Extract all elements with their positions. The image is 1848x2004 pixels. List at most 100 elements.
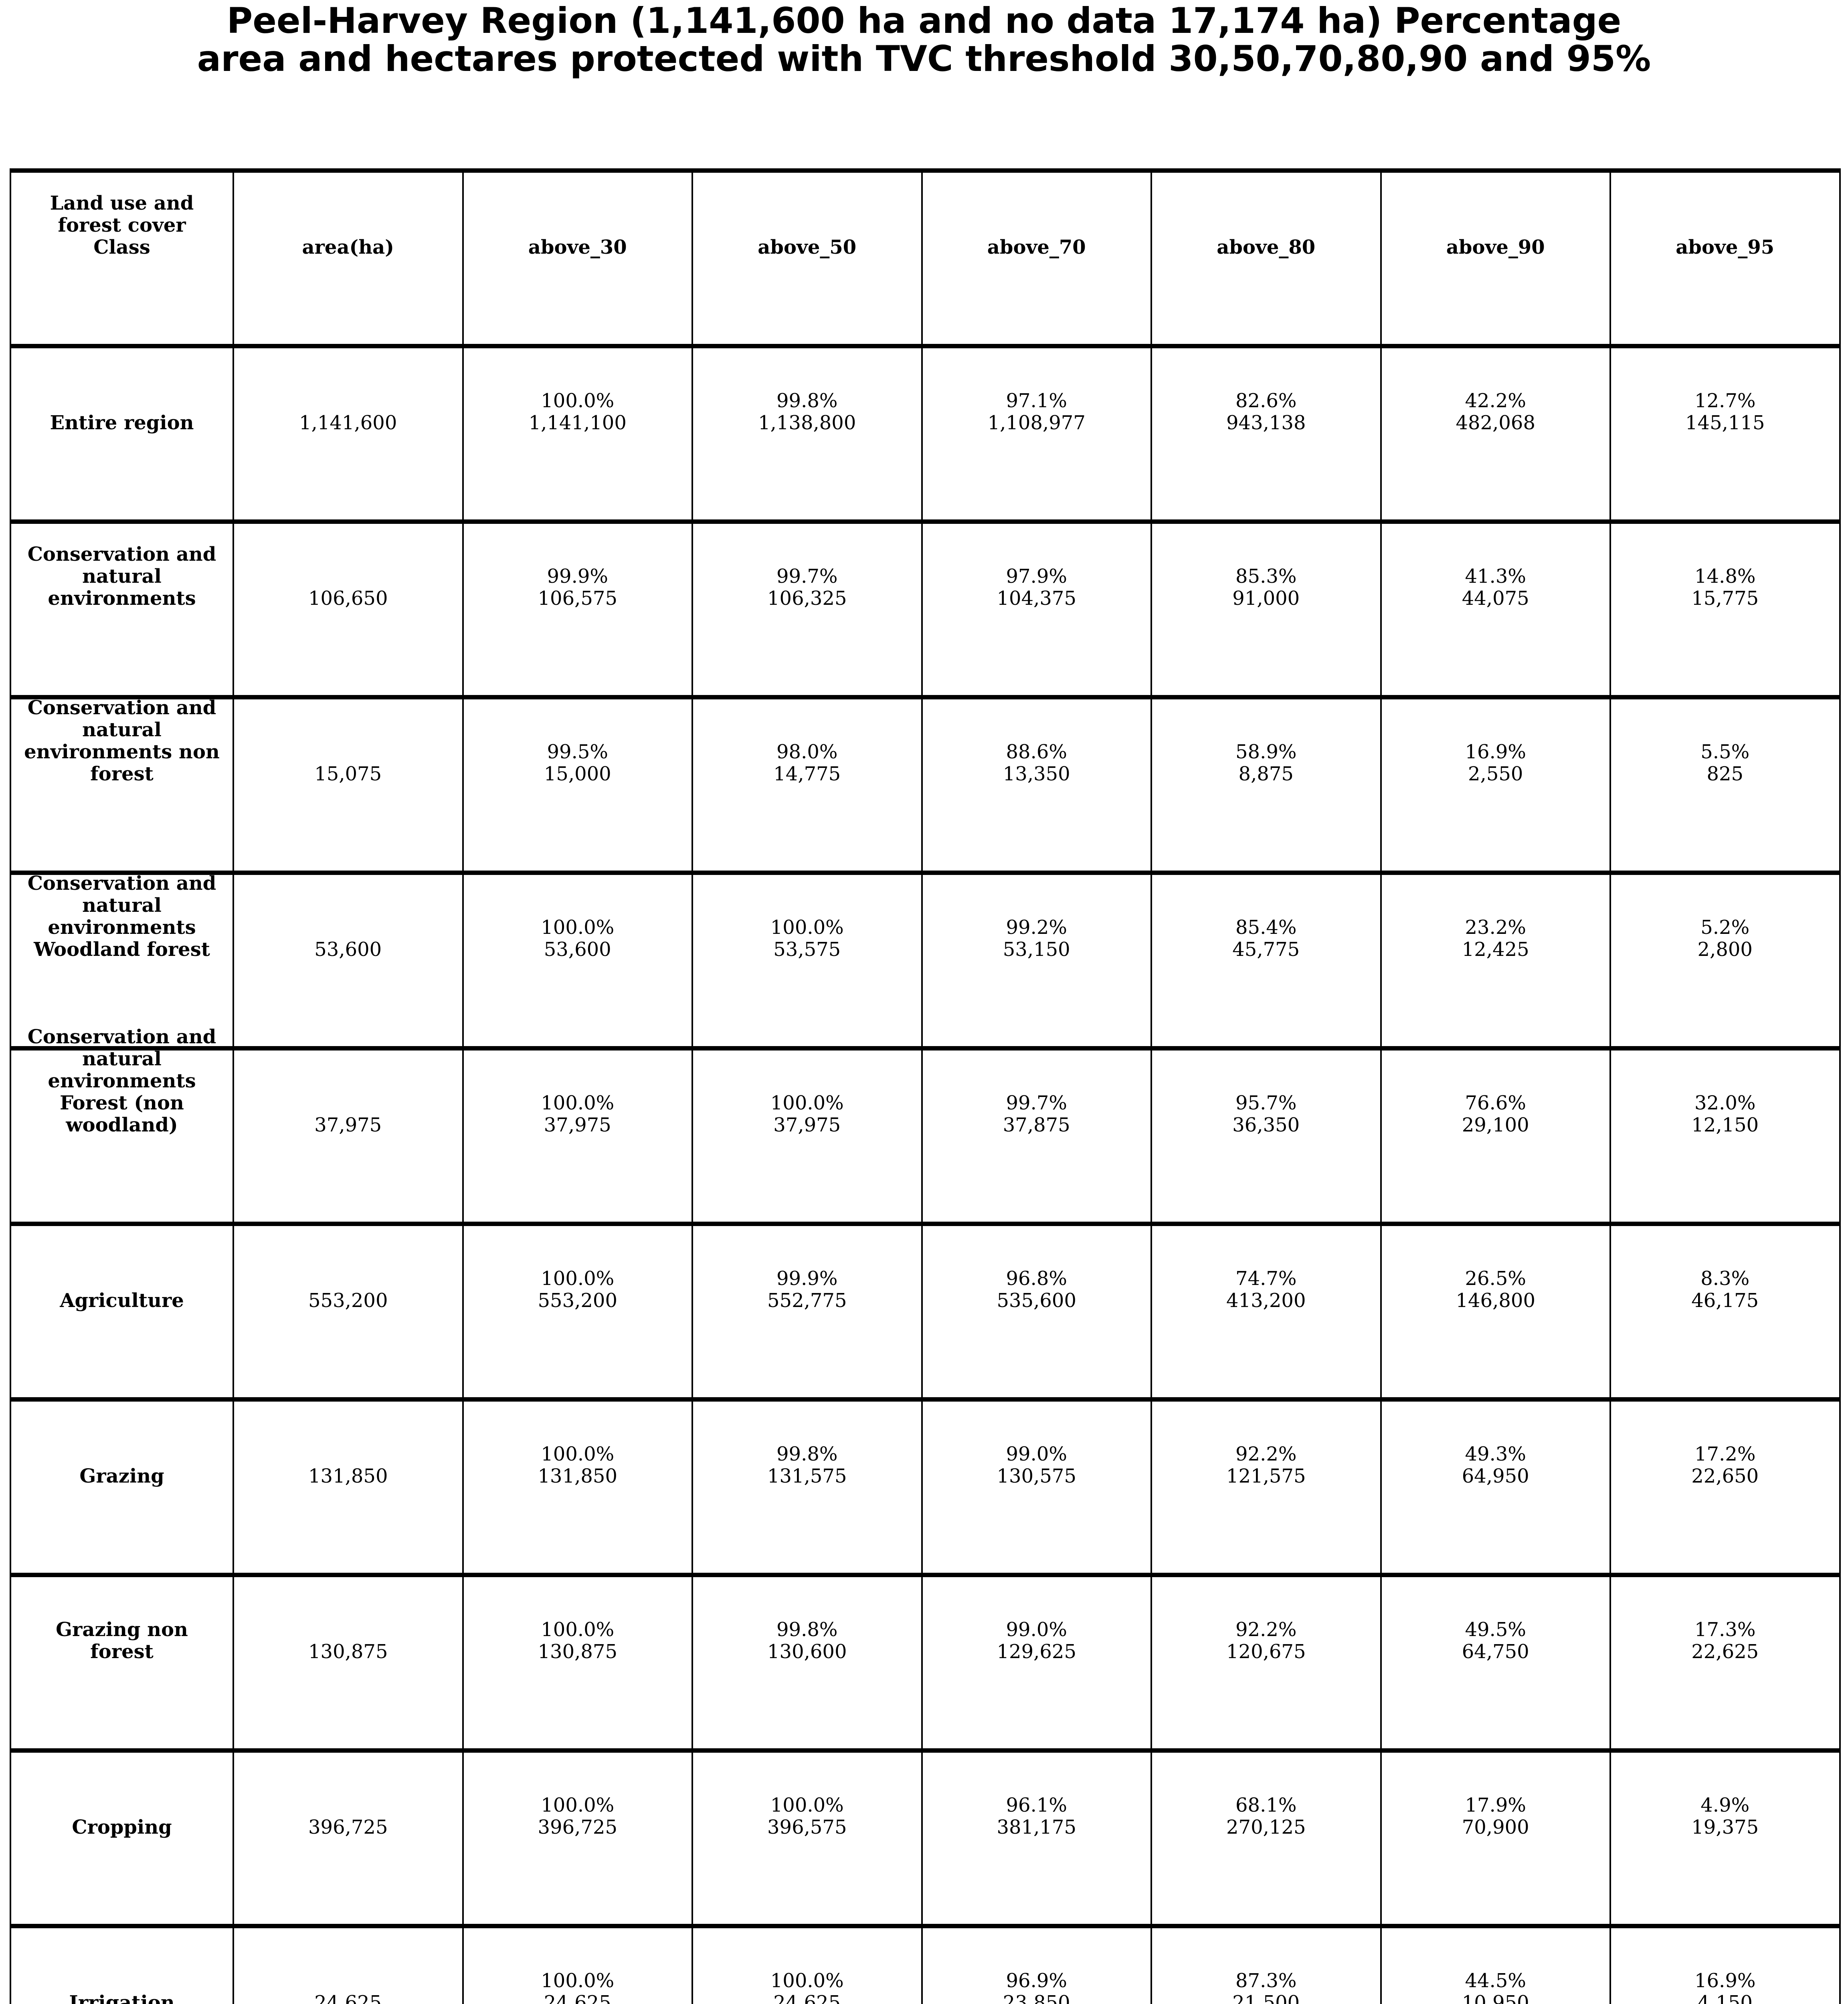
- landuse-class-cell: Conservation and natural environments Fo…: [10, 1026, 233, 1224]
- table-row: Cropping 396,725 100.0% 396,725 100.0% 396…: [10, 1750, 1840, 1926]
- percent-value: 12.7%: [1694, 389, 1756, 412]
- threshold-cell-above90: 23.2% 12,425: [1380, 873, 1610, 1048]
- hectares-value: 121,575: [1226, 1465, 1306, 1487]
- percent-value: 14.8%: [1694, 565, 1756, 588]
- percent-value: 100.0%: [541, 1267, 615, 1290]
- page-title-line1: Peel-Harvey Region (1,141,600 ha and no …: [226, 0, 1622, 41]
- threshold-cell-above50: 100.0% 24,625: [691, 1926, 922, 2004]
- hectares-value: 130,575: [997, 1465, 1077, 1487]
- hectares-value: 64,750: [1462, 1640, 1529, 1663]
- percent-value: 44.5%: [1465, 1969, 1526, 1992]
- landuse-class-label: Conservation and natural environments Wo…: [27, 872, 216, 961]
- hectares-value: 104,375: [997, 587, 1077, 610]
- hectares-value: 37,875: [1003, 1113, 1070, 1136]
- percent-value: 97.9%: [1006, 565, 1067, 588]
- table-row: Conservation and natural environments Fo…: [10, 1026, 1840, 1224]
- threshold-cell-above70: 96.8% 535,600: [921, 1224, 1151, 1400]
- threshold-cell-above50: 100.0% 53,575: [691, 873, 922, 1048]
- header-cell-above95: above_95: [1609, 170, 1840, 346]
- threshold-cell-above80: 95.7% 36,350: [1150, 1048, 1381, 1224]
- area-cell: 396,725: [233, 1750, 463, 1926]
- threshold-cell-above70: 96.1% 381,175: [921, 1750, 1151, 1926]
- percent-value: 97.1%: [1006, 389, 1067, 412]
- hectares-value: 396,575: [767, 1816, 847, 1838]
- landuse-class-cell: Agriculture: [10, 1224, 233, 1400]
- hectares-value: 129,625: [997, 1640, 1077, 1663]
- threshold-cell-above90: 49.3% 64,950: [1380, 1399, 1610, 1575]
- landuse-class-label: Entire region: [50, 411, 194, 434]
- percent-value: 100.0%: [541, 1969, 615, 1992]
- percent-value: 100.0%: [541, 1618, 615, 1641]
- percent-value: 5.2%: [1700, 916, 1750, 939]
- hectares-value: 24,625: [544, 1991, 611, 2004]
- percent-value: 87.3%: [1235, 1969, 1297, 1992]
- threshold-cell-above90: 42.2% 482,068: [1380, 346, 1610, 522]
- percent-value: 96.9%: [1006, 1969, 1067, 1992]
- area-value: 396,725: [308, 1816, 388, 1838]
- percent-value: 100.0%: [770, 916, 844, 939]
- threshold-cell-above30: 100.0% 1,141,100: [462, 346, 692, 522]
- hectares-value: 1,108,977: [987, 411, 1086, 434]
- hectares-value: 2,800: [1697, 938, 1753, 961]
- area-cell: 553,200: [233, 1224, 463, 1400]
- hectares-value: 106,575: [538, 587, 618, 610]
- hectares-value: 29,100: [1462, 1113, 1529, 1136]
- table-row: Agriculture 553,200 100.0% 553,200 99.9% 5…: [10, 1224, 1840, 1400]
- hectares-value: 146,800: [1456, 1289, 1536, 1312]
- percent-value: 100.0%: [541, 389, 615, 412]
- hectares-value: 19,375: [1691, 1816, 1759, 1838]
- threshold-cell-above70: 97.1% 1,108,977: [921, 346, 1151, 522]
- hectares-value: 15,775: [1691, 587, 1759, 610]
- threshold-cell-above70: 99.2% 53,150: [921, 873, 1151, 1048]
- hectares-value: 15,000: [544, 762, 611, 785]
- column-header-above90: above_90: [1446, 236, 1545, 259]
- percent-value: 76.6%: [1465, 1091, 1526, 1114]
- hectares-value: 14,775: [773, 762, 841, 785]
- threshold-cell-above95: 4.9% 19,375: [1609, 1750, 1840, 1926]
- area-cell: 1,141,600: [233, 346, 463, 522]
- hectares-value: 381,175: [997, 1816, 1077, 1838]
- percent-value: 49.3%: [1465, 1442, 1526, 1465]
- threshold-cell-above80: 92.2% 120,675: [1150, 1575, 1381, 1751]
- percent-value: 58.9%: [1235, 740, 1297, 763]
- hectares-value: 37,975: [773, 1113, 841, 1136]
- threshold-cell-above30: 100.0% 131,850: [462, 1399, 692, 1575]
- threshold-cell-above30: 100.0% 130,875: [462, 1575, 692, 1751]
- header-cell-above50: above_50: [691, 170, 922, 346]
- landuse-class-cell: Irrigation: [10, 1926, 233, 2004]
- table-row: Irrigation 24,625 100.0% 24,625 100.0% 24,…: [10, 1926, 1840, 2004]
- threshold-cell-above95: 5.2% 2,800: [1609, 873, 1840, 1048]
- table-row: Grazing 131,850 100.0% 131,850 99.8% 131,5…: [10, 1399, 1840, 1575]
- area-value: 53,600: [314, 938, 382, 961]
- hectares-value: 120,675: [1226, 1640, 1306, 1663]
- percent-value: 99.8%: [776, 1618, 838, 1641]
- hectares-value: 22,625: [1691, 1640, 1759, 1663]
- hectares-value: 44,075: [1462, 587, 1529, 610]
- percent-value: 99.7%: [776, 565, 838, 588]
- landuse-class-label: Irrigation: [69, 1991, 175, 2004]
- percent-value: 85.4%: [1235, 916, 1297, 939]
- hectares-value: 943,138: [1226, 411, 1306, 434]
- table-body: Land use and forest cover Class area(ha)…: [10, 170, 1840, 2004]
- column-header-above95: above_95: [1676, 236, 1775, 259]
- landuse-class-cell: Conservation and natural environments no…: [10, 697, 233, 873]
- hectares-value: 12,425: [1462, 938, 1529, 961]
- percent-value: 98.0%: [776, 740, 838, 763]
- table-row: Entire region 1,141,600 100.0% 1,141,100 …: [10, 346, 1840, 522]
- header-cell-above30: above_30: [462, 170, 692, 346]
- threshold-cell-above80: 58.9% 8,875: [1150, 697, 1381, 873]
- threshold-cell-above80: 68.1% 270,125: [1150, 1750, 1381, 1926]
- hectares-value: 23,850: [1003, 1991, 1070, 2004]
- threshold-cell-above95: 17.2% 22,650: [1609, 1399, 1840, 1575]
- percent-value: 100.0%: [541, 1794, 615, 1816]
- threshold-cell-above50: 99.8% 1,138,800: [691, 346, 922, 522]
- threshold-cell-above30: 100.0% 396,725: [462, 1750, 692, 1926]
- hectares-value: 22,650: [1691, 1465, 1759, 1487]
- percent-value: 99.9%: [547, 565, 608, 588]
- header-cell-above90: above_90: [1380, 170, 1610, 346]
- threshold-cell-above95: 14.8% 15,775: [1609, 521, 1840, 697]
- percent-value: 42.2%: [1465, 389, 1526, 412]
- percent-value: 99.9%: [776, 1267, 838, 1290]
- percent-value: 4.9%: [1700, 1794, 1750, 1816]
- threshold-cell-above95: 5.5% 825: [1609, 697, 1840, 873]
